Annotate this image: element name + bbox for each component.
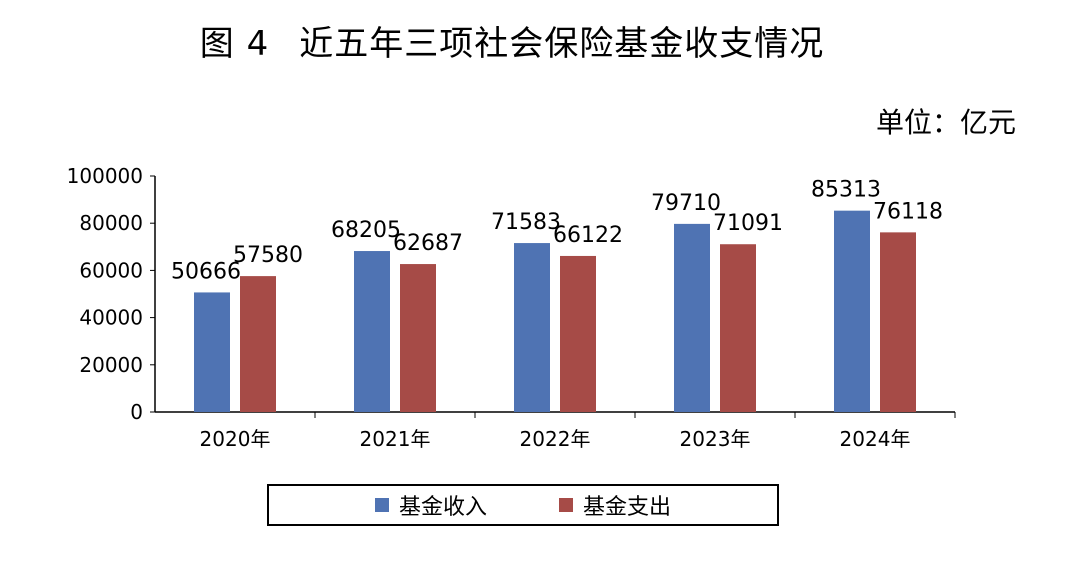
data-label-income: 79710 xyxy=(651,191,721,216)
legend-item-income: 基金收入 xyxy=(374,489,487,521)
legend-label-income: 基金收入 xyxy=(398,495,487,520)
data-label-expense: 66122 xyxy=(553,223,623,248)
y-tick-label: 100000 xyxy=(67,164,143,188)
y-tick-label: 0 xyxy=(130,400,143,424)
x-category-label: 2021年 xyxy=(360,427,431,451)
bar-expense xyxy=(880,232,916,412)
data-label-expense: 76118 xyxy=(873,199,943,224)
legend-label-expense: 基金支出 xyxy=(583,495,672,520)
data-label-income: 68205 xyxy=(331,218,401,243)
bar-expense xyxy=(560,255,596,412)
data-label-income: 50666 xyxy=(171,259,241,284)
data-label-expense: 71091 xyxy=(713,211,783,236)
unit-label: 单位：亿元 xyxy=(875,106,1016,139)
y-tick-label: 20000 xyxy=(79,353,143,377)
data-label-income: 85313 xyxy=(811,178,881,203)
x-category-label: 2020年 xyxy=(200,427,271,451)
y-tick-label: 80000 xyxy=(79,211,143,235)
data-label-expense: 57580 xyxy=(233,243,303,268)
x-category-label: 2024年 xyxy=(840,427,911,451)
legend-swatch-income xyxy=(374,498,389,512)
x-category-label: 2022年 xyxy=(520,427,591,451)
bar-income xyxy=(834,210,870,412)
bar-expense xyxy=(720,244,756,412)
data-label-income: 71583 xyxy=(491,210,561,235)
legend-swatch-expense xyxy=(559,498,573,512)
chart-title: 图 4 近五年三项社会保险基金收支情况 xyxy=(0,16,1024,65)
bar-income xyxy=(194,292,230,412)
bar-income xyxy=(514,243,550,412)
legend: 基金收入 基金支出 xyxy=(267,484,779,526)
legend-item-expense: 基金支出 xyxy=(559,489,671,521)
x-category-label: 2023年 xyxy=(680,427,751,451)
y-tick-label: 40000 xyxy=(79,306,143,330)
data-label-expense: 62687 xyxy=(393,231,463,256)
bar-expense xyxy=(400,264,436,412)
title-text: 近五年三项社会保险基金收支情况 xyxy=(299,24,825,64)
figure-number: 图 4 xyxy=(199,24,270,64)
bar-income xyxy=(354,251,390,412)
y-tick-label: 60000 xyxy=(79,258,143,282)
bar-expense xyxy=(240,276,276,412)
bar-income xyxy=(674,223,710,412)
